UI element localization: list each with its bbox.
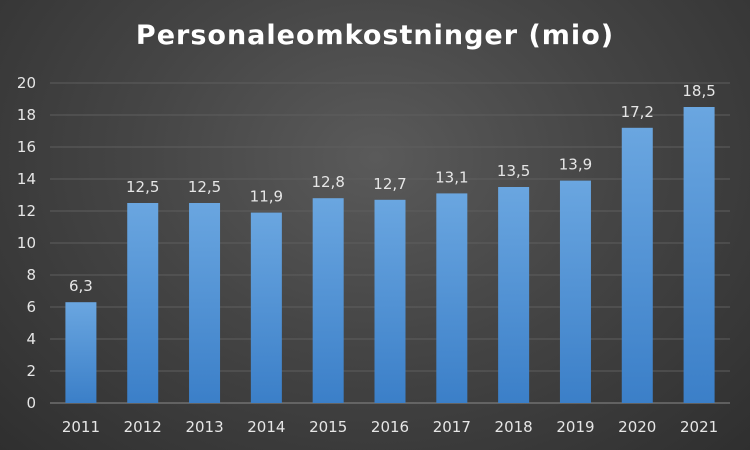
bar-2017 [436,193,468,403]
x-tick-label: 2018 [495,418,533,436]
x-tick-label: 2020 [618,418,656,436]
data-label: 13,1 [435,168,468,186]
x-tick-label: 2019 [556,418,594,436]
data-label: 13,5 [497,162,530,180]
y-tick-label: 12 [17,202,36,220]
y-tick-label: 14 [17,170,36,188]
y-tick-label: 0 [26,394,36,412]
bar-2020 [621,127,653,404]
y-tick-label: 4 [26,330,36,348]
x-tick-label: 2014 [247,418,285,436]
data-label: 11,9 [250,188,283,206]
bar-2014 [250,212,282,403]
x-tick-label: 2017 [433,418,471,436]
data-label: 12,8 [311,173,344,191]
y-tick-label: 8 [26,266,36,284]
data-label: 12,5 [188,178,221,196]
data-label: 6,3 [69,277,93,295]
x-tick-label: 2015 [309,418,347,436]
y-tick-label: 2 [26,362,36,380]
x-tick-label: 2016 [371,418,409,436]
x-tick-label: 2021 [680,418,718,436]
y-tick-label: 18 [17,106,36,124]
bar-2018 [498,187,530,403]
data-label: 12,5 [126,178,159,196]
chart-title: Personaleomkostninger (mio) [135,20,615,51]
y-tick-label: 20 [17,74,36,92]
x-tick-label: 2013 [185,418,223,436]
data-label: 18,5 [682,82,715,100]
data-label: 17,2 [621,103,654,121]
x-tick-label: 2011 [62,418,100,436]
bar-2021 [683,107,715,403]
bar-2015 [312,198,344,403]
y-tick-label: 10 [17,234,36,252]
bar-2016 [374,199,406,403]
data-label: 12,7 [373,175,406,193]
y-tick-label: 16 [17,138,36,156]
bar-2019 [559,180,591,403]
y-tick-label: 6 [26,298,36,316]
bar-2013 [189,203,221,403]
bar-2012 [127,203,159,403]
data-label: 13,9 [559,156,592,174]
bar-2011 [65,302,97,403]
x-tick-label: 2012 [124,418,162,436]
